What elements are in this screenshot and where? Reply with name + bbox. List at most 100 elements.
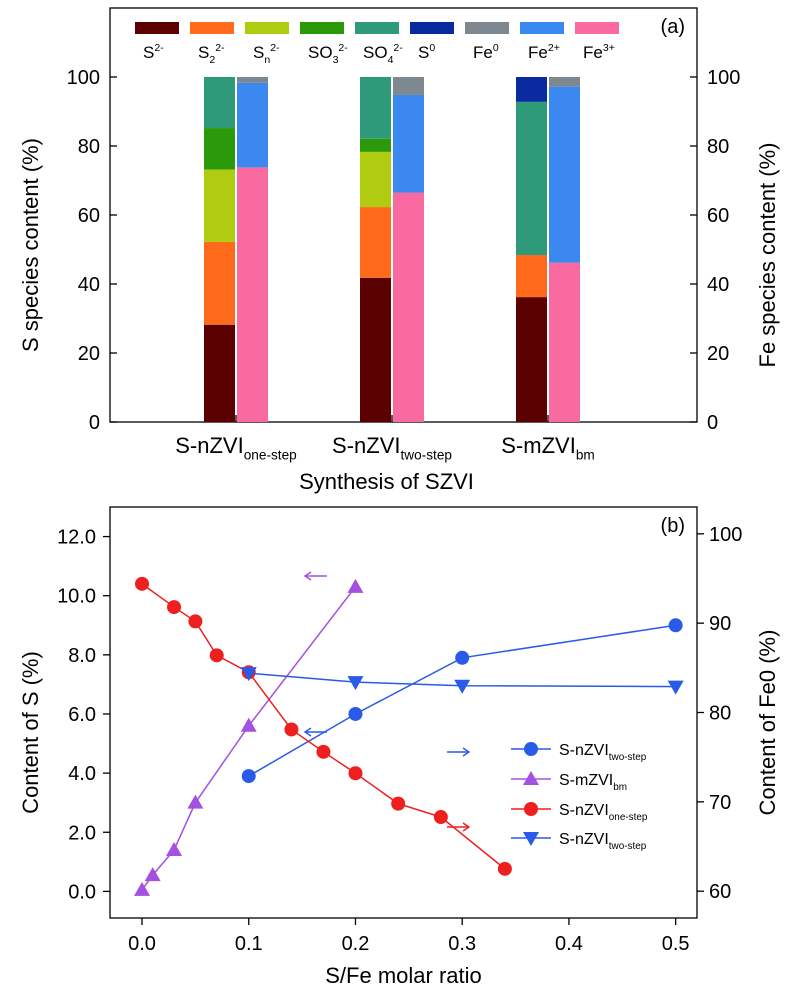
panel-b-right-tick-label: 100 [709,524,742,546]
series-3-point [188,614,203,629]
series-3-point [348,766,363,781]
series-3-point [391,796,406,811]
bar-segment-so42-1 [204,77,235,129]
panel-b-plot-frame [109,506,698,919]
legend-swatch-sn2 [245,22,289,34]
legend-label-fe0: Fe0 [473,42,499,62]
legend-swatch-fe3 [575,22,619,34]
legend-marker-1 [524,742,538,756]
series-1-point [348,706,363,721]
panel-a-right-tick-label: 60 [707,205,729,227]
series-2-point [240,717,257,732]
panel-b-left-tick-label: 12.0 [57,527,96,549]
panel-b-legend: S-nZVItwo-step S-mZVIbm S-nZVIone-step S-nZ… [511,742,648,852]
series-3-point [167,600,182,615]
panel-b-x-tick-label: 0.3 [448,933,476,955]
legend-label-fe3: Fe3+ [583,42,615,62]
panel-b-right-tick-label: 90 [709,613,731,635]
legend-swatch-s0 [410,22,454,34]
axis-arrow-head [462,822,471,832]
series-4-line [248,672,676,688]
bar-segment-fe0-3 [549,77,580,87]
series-3-point [284,722,299,737]
panel-a-left-tick-label: 40 [78,274,100,296]
bar-segment-fe2-3 [549,86,580,263]
bar-segment-so32-1 [204,128,235,170]
panel-b-axes: 0.0 0.1 0.2 0.3 0.4 0.5 0.0 2.0 4.0 6.0 8.0 10.0 12.… [57,524,742,955]
legend-label-s22: S22- [198,42,225,66]
series-2-point [187,794,204,809]
panel-a-legend: S2- S22- Sn2- SO32- SO42- S0 Fe0 Fe2+ Fe3+ [135,22,619,66]
bar-segment-fe2-1 [237,82,268,168]
bar-segment-fe2-2 [393,94,424,193]
axis-arrow-right [447,747,471,757]
panel-b-scatter-line-chart: 0.0 0.1 0.2 0.3 0.4 0.5 0.0 2.0 4.0 6.0 8.0 10.0 12.… [18,506,780,988]
bar-segment-so42-3 [516,101,547,256]
panel-a-label: (a) [661,16,685,38]
series-1-line [248,624,676,777]
series-1 [241,618,683,784]
axis-arrow-head [303,727,312,737]
series-4-point [667,680,684,695]
series-3-point [316,744,331,759]
legend-swatch-fe0 [465,22,509,34]
legend-swatch-s22 [190,22,234,34]
legend-label-fe2: Fe2+ [528,42,560,62]
legend-swatch-fe2 [520,22,564,34]
panel-b-x-axis-title: S/Fe molar ratio [325,963,482,988]
series-4 [240,667,684,695]
axis-arrow-right [447,822,471,832]
series-4-point [454,679,471,694]
panel-a-right-axis-title: Fe species content (%) [755,143,780,368]
panel-a-right-tick-label: 0 [707,412,718,434]
series-1-point [241,769,256,784]
panel-b-left-axis-title: Content of S (%) [18,651,43,814]
panel-a-axes: 0 0 20 20 40 40 60 60 80 80 100 100 S-nZVIone-step S-… [67,67,741,463]
series-4-point [347,676,364,691]
legend-label-so42: SO42- [363,42,403,66]
bar-segment-so42-2 [360,77,391,139]
panel-a-stacked-bar-chart: S2- S22- Sn2- SO32- SO42- S0 Fe0 Fe2+ Fe3+ 0 0 20 2… [18,7,780,494]
series-3-point [135,576,150,591]
bar-segment-s22-3 [516,255,547,298]
panel-a-category-label-2: S-nZVItwo-step [332,433,452,463]
series-2-point [347,578,364,593]
panel-b-right-tick-label: 60 [709,881,731,903]
panel-a-left-tick-label: 60 [78,205,100,227]
panel-b-left-tick-label: 2.0 [68,822,96,844]
panel-a-right-tick-label: 20 [707,343,729,365]
panel-b-right-tick-label: 70 [709,792,731,814]
panel-b-left-tick-label: 10.0 [57,586,96,608]
panel-b-left-tick-label: 0.0 [68,881,96,903]
series-2-point [144,867,161,882]
bar-segment-fe3-3 [549,262,580,422]
series-2 [134,578,364,896]
panel-b-x-tick-label: 0.1 [235,933,263,955]
panel-a-right-tick-label: 40 [707,274,729,296]
panel-a-left-axis-title: S species content (%) [18,138,43,352]
series-1-point [668,618,683,633]
bar-segment-s22-2 [360,207,391,278]
bar-segment-fe3-1 [237,167,268,422]
bar-segment-s22-1 [204,241,235,325]
legend-swatch-s2 [135,22,179,34]
panel-b-right-axis-title: Content of Fe0 (%) [755,630,780,816]
legend-marker-2 [523,771,539,785]
legend-label-3: S-nZVIone-step [559,802,648,823]
panel-a-bars [204,77,580,422]
legend-marker-3 [524,802,538,816]
panel-b-x-tick-label: 0.2 [342,933,370,955]
legend-label-4: S-nZVItwo-step [559,831,647,852]
bar-segment-s2-3 [516,297,547,422]
series-3-point [497,861,512,876]
bar-segment-so32-2 [360,138,391,152]
legend-marker-4 [523,832,539,846]
series-3-point [433,810,448,825]
bar-segment-sn2-2 [360,151,391,208]
panel-a-category-label-3: S-mZVIbm [501,433,595,463]
axis-arrow-head [303,571,312,581]
panel-b-left-tick-label: 4.0 [68,763,96,785]
legend-label-1: S-nZVItwo-step [559,742,647,763]
series-3-point [209,648,224,663]
panel-b-axis-arrows [303,571,471,832]
